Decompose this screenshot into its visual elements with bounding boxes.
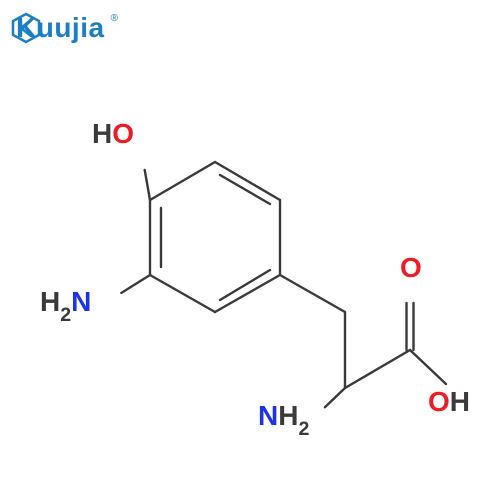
label-O-double: O xyxy=(400,252,422,284)
molecule-canvas: Kuujia ® HOH2NNH2OOH xyxy=(0,0,500,500)
bond-layer xyxy=(0,0,500,500)
label-OH: OH xyxy=(428,386,470,418)
label-HO: HO xyxy=(92,118,134,150)
label-H2N-ring: H2N xyxy=(40,286,91,324)
label-NH2-chain: NH2 xyxy=(258,400,309,438)
